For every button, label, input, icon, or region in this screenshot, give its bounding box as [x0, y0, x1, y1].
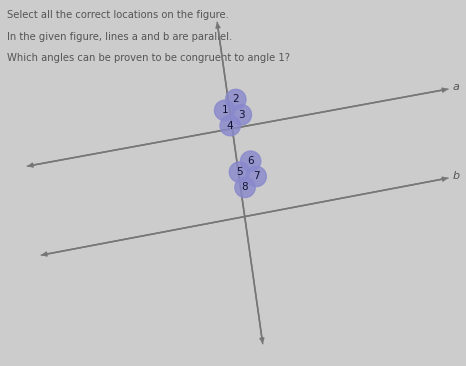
Text: 7: 7: [253, 171, 260, 182]
Ellipse shape: [220, 115, 240, 136]
Ellipse shape: [214, 100, 235, 120]
Ellipse shape: [246, 166, 267, 187]
Text: In the given figure, lines a and b are parallel.: In the given figure, lines a and b are p…: [7, 31, 232, 41]
Text: 4: 4: [227, 121, 233, 131]
Text: b: b: [453, 171, 460, 181]
Ellipse shape: [235, 177, 255, 198]
Text: Which angles can be proven to be congruent to angle 1?: Which angles can be proven to be congrue…: [7, 53, 290, 63]
Ellipse shape: [226, 89, 246, 110]
Text: Select all the correct locations on the figure.: Select all the correct locations on the …: [7, 11, 229, 20]
Text: 3: 3: [238, 110, 245, 120]
Text: 1: 1: [221, 105, 228, 115]
Text: 2: 2: [233, 94, 239, 104]
Text: 5: 5: [236, 167, 243, 177]
Ellipse shape: [240, 151, 261, 171]
Text: a: a: [453, 82, 460, 92]
Text: 8: 8: [242, 182, 248, 193]
Ellipse shape: [229, 162, 250, 182]
Ellipse shape: [231, 105, 252, 125]
Text: 6: 6: [247, 156, 254, 166]
